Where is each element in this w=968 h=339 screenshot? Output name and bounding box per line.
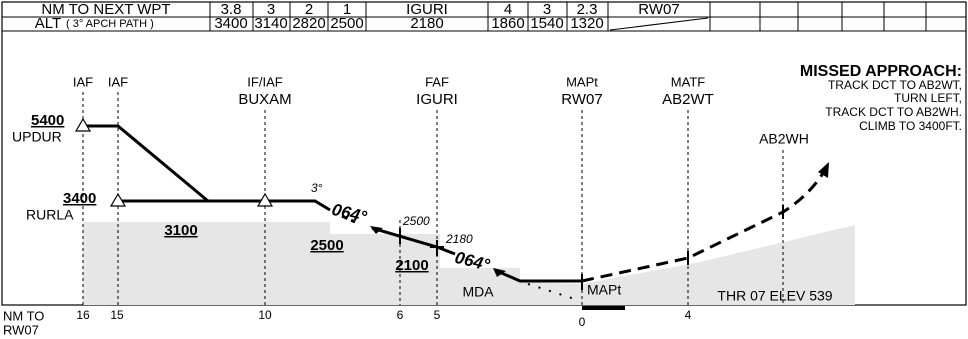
distance-tick: 15 bbox=[110, 308, 124, 322]
fix-name: AB2WT bbox=[662, 91, 714, 108]
fix-role: FAF bbox=[425, 74, 449, 89]
mapt: MAPt bbox=[587, 282, 621, 298]
table-cell: 1860 bbox=[491, 15, 524, 32]
table-cell: 4 bbox=[504, 1, 512, 18]
path-altitude: 2500 bbox=[402, 214, 430, 228]
fix-role: IAF bbox=[108, 74, 128, 89]
table-header: ALT bbox=[35, 15, 61, 32]
crosses bbox=[399, 205, 784, 290]
table-cell: 3.8 bbox=[221, 1, 242, 18]
minimum-altitude: 3100 bbox=[164, 222, 197, 239]
glide-angle: 3° bbox=[311, 181, 323, 195]
fix-name: UPDUR bbox=[12, 129, 62, 145]
mda: MDA bbox=[462, 284, 494, 300]
distance-tick: 16 bbox=[76, 308, 90, 322]
threshold-elevation: THR 07 ELEV 539 bbox=[717, 288, 832, 304]
distance-tick: 6 bbox=[397, 308, 404, 322]
table-cell: 2 bbox=[305, 1, 313, 18]
table-cell: 1540 bbox=[530, 15, 563, 32]
table-cell: 1320 bbox=[570, 15, 603, 32]
minimum-altitude: 2500 bbox=[310, 237, 343, 254]
missed-approach-line: TRACK DCT TO AB2WH. bbox=[825, 105, 962, 119]
table-cell: 3 bbox=[267, 1, 275, 18]
missed-approach-title: MISSED APPROACH: bbox=[800, 63, 962, 80]
fix-triangles bbox=[74, 117, 274, 207]
fix-altitude: 3400 bbox=[63, 190, 96, 207]
missed-approach-line: TURN LEFT, bbox=[894, 91, 962, 105]
table-cell: 1 bbox=[343, 1, 351, 18]
table-cell: 2820 bbox=[292, 15, 325, 32]
fix-role: MAPt bbox=[566, 74, 598, 89]
table-cell: RW07 bbox=[638, 1, 679, 18]
fix-name: RURLA bbox=[26, 207, 74, 223]
table-cell: 3 bbox=[543, 1, 551, 18]
table-cell: 2.3 bbox=[577, 1, 598, 18]
table-header: NM TO NEXT WPT bbox=[41, 1, 170, 18]
holding-fix: AB2WH bbox=[759, 131, 809, 147]
fix-name: IGURI bbox=[416, 91, 458, 108]
distance-tick: 5 bbox=[434, 308, 441, 322]
path-altitude: 2180 bbox=[445, 232, 473, 246]
missed-approach-line: CLIMB TO 3400FT. bbox=[859, 119, 962, 133]
table-cell: 2180 bbox=[410, 15, 443, 32]
course: 064° bbox=[330, 200, 369, 227]
distance-tick: 4 bbox=[685, 308, 692, 322]
fix-role: IAF bbox=[73, 74, 93, 89]
table-cell: 2500 bbox=[330, 15, 363, 32]
table-cell: IGURI bbox=[406, 1, 448, 18]
missed-approach-line: TRACK DCT TO AB2WT, bbox=[828, 78, 962, 92]
fix-lines bbox=[82, 92, 784, 305]
table-subheader: ( 3° APCH PATH ) bbox=[66, 18, 154, 30]
table-cell: 3400 bbox=[214, 15, 247, 32]
axis-label: NM TO bbox=[3, 308, 44, 323]
table-cell: 3140 bbox=[254, 15, 287, 32]
fix-name: RW07 bbox=[561, 91, 602, 108]
fix-altitude: 5400 bbox=[31, 112, 64, 129]
distance-tick: 10 bbox=[258, 308, 272, 322]
fix-role: IF/IAF bbox=[247, 74, 282, 89]
fix-name: BUXAM bbox=[238, 91, 291, 108]
minimum-altitude: 2100 bbox=[395, 257, 428, 274]
fix-role: MATF bbox=[671, 74, 705, 89]
axis-label: RW07 bbox=[3, 322, 39, 337]
distance-tick: 0 bbox=[579, 315, 586, 329]
terrain bbox=[83, 222, 855, 305]
